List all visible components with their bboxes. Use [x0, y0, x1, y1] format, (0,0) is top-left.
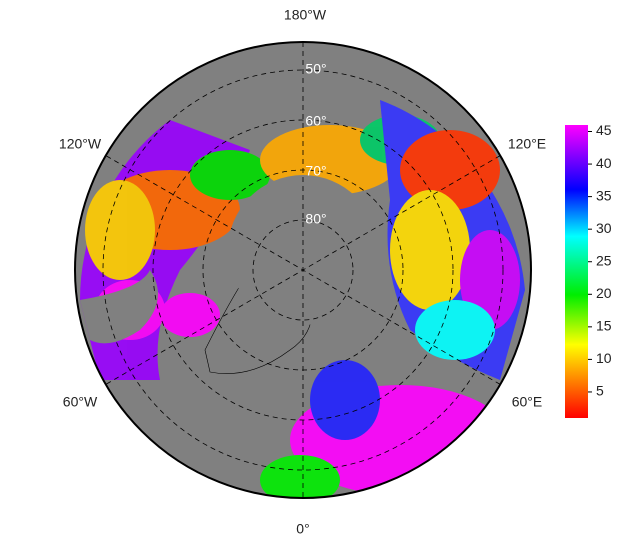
map-disk — [75, 42, 531, 498]
latitude-label: 60° — [305, 113, 326, 129]
longitude-label: 60°W — [63, 394, 98, 410]
data-field — [80, 100, 525, 498]
graticule — [102, 42, 504, 498]
longitude-label: 0° — [296, 521, 309, 537]
colorbar-tick-label: 10 — [596, 350, 612, 366]
colorbar-tick-label: 45 — [596, 122, 612, 138]
colorbar-tick-label: 20 — [596, 285, 612, 301]
latitude-label: 80° — [305, 211, 326, 227]
latitude-label: 70° — [305, 163, 326, 179]
colorbar-tick-label: 35 — [596, 187, 612, 203]
longitude-label: 120°E — [508, 136, 546, 152]
colorbar-tick-label: 30 — [596, 220, 612, 236]
colorbar-tick-label: 15 — [596, 318, 612, 334]
latitude-label: 50° — [305, 61, 326, 77]
colorbar — [565, 125, 588, 418]
hudson-bay — [80, 270, 158, 344]
colorbar-tick-label: 40 — [596, 155, 612, 171]
longitude-label: 120°W — [59, 136, 102, 152]
longitude-label: 180°W — [284, 7, 327, 23]
longitude-label: 60°E — [512, 394, 543, 410]
colorbar-tick-label: 25 — [596, 252, 612, 268]
map-border — [74, 41, 532, 499]
colorbar-tick-label: 5 — [596, 383, 604, 399]
